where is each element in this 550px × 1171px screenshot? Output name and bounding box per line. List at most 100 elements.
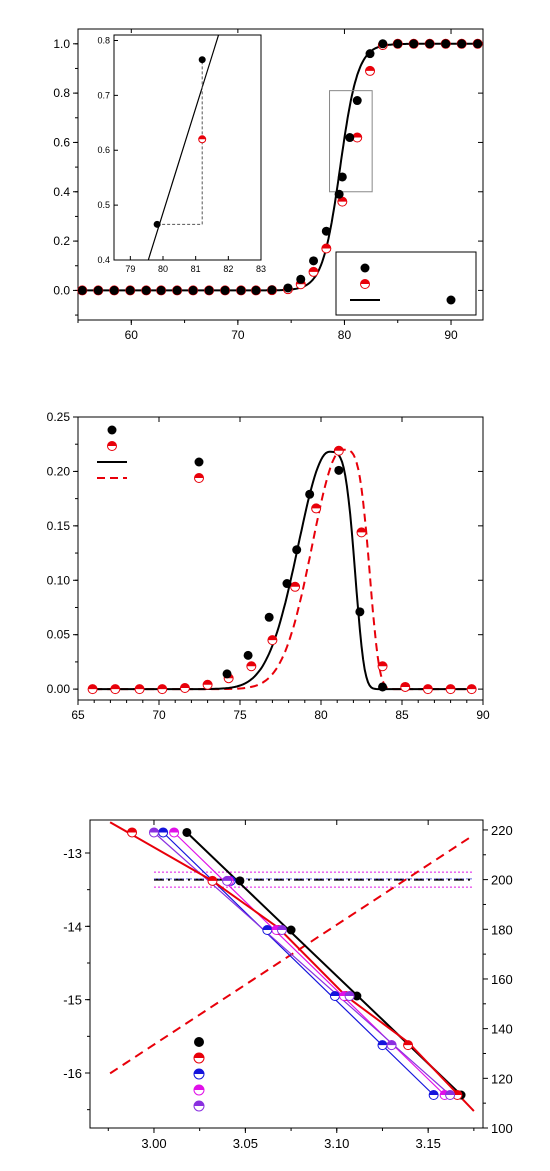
true-alpha-point xyxy=(378,39,388,49)
true-alpha-point xyxy=(296,274,306,284)
legend-b xyxy=(97,425,204,483)
delayed-rate-point xyxy=(400,681,411,692)
true-alpha-point xyxy=(109,285,119,295)
legend-marker-delayed-fit xyxy=(194,473,204,483)
marker-fill xyxy=(203,680,213,685)
marker-outline xyxy=(377,661,388,672)
marker-fill xyxy=(330,991,340,996)
marker-fill xyxy=(180,683,190,689)
delayed-rate-point xyxy=(87,684,98,695)
legend-marker xyxy=(193,1052,205,1064)
marker-fill xyxy=(467,684,477,690)
delayed-rate-point xyxy=(157,684,168,695)
true-alpha-point xyxy=(345,133,355,143)
x-tick-label: 85 xyxy=(395,708,409,722)
marker-outline xyxy=(321,243,332,254)
marker-outline xyxy=(194,473,204,483)
legend-box xyxy=(335,251,477,316)
marker-fill xyxy=(378,661,388,667)
marker-fill xyxy=(357,527,366,533)
marker-outline xyxy=(356,527,367,538)
marker-fill xyxy=(194,473,204,478)
inset-delayed-point xyxy=(198,135,207,144)
y-tick-label: 0.20 xyxy=(47,464,71,478)
inset-x-tick-label: 79 xyxy=(125,264,135,274)
true-rate-point xyxy=(305,489,315,499)
marker-fill xyxy=(149,827,159,833)
legend-marker-delayed xyxy=(107,441,117,451)
arrhenius-point xyxy=(452,1090,463,1100)
y-tick-label: 0.15 xyxy=(47,519,71,533)
marker-fill xyxy=(334,446,344,451)
arrhenius-point xyxy=(169,827,180,838)
marker-fill xyxy=(446,684,456,690)
true-alpha-point xyxy=(141,285,151,295)
delayed-rate-point xyxy=(377,661,388,672)
true-rate-point xyxy=(222,669,232,679)
arrhenius-point xyxy=(127,827,138,838)
marker-outline xyxy=(311,503,322,514)
legend-c xyxy=(193,1037,205,1112)
y-tick-label: 0.6 xyxy=(53,135,70,149)
inset-y-tick-label: 0.8 xyxy=(97,35,110,45)
true-rate-point xyxy=(292,545,302,555)
marker-outline xyxy=(87,684,98,695)
marker-fill xyxy=(360,279,370,284)
marker-outline xyxy=(107,441,117,451)
arrhenius-point xyxy=(344,991,355,1001)
jma-fit-delayed-line xyxy=(94,448,467,691)
delayed-rate-point xyxy=(246,661,257,672)
marker-outline xyxy=(179,683,190,694)
y-tick-label: 0.00 xyxy=(47,682,71,696)
y2-tick-label: 120 xyxy=(491,1071,513,1086)
marker-fill xyxy=(352,133,362,138)
plot-frame xyxy=(77,416,484,701)
true-alpha-point xyxy=(172,285,182,295)
marker-fill xyxy=(194,1053,204,1058)
x-tick-label: 3.15 xyxy=(416,1136,441,1151)
marker-fill xyxy=(429,1090,439,1095)
true-alpha-point xyxy=(188,285,198,295)
legend-marker xyxy=(193,1084,205,1096)
true-rate-point xyxy=(355,607,365,617)
legend-a xyxy=(335,251,477,316)
marker-outline xyxy=(157,684,168,695)
marker-fill xyxy=(88,684,98,690)
x-tick-label: 80 xyxy=(314,708,328,722)
marker-outline xyxy=(193,1100,205,1112)
x-tick-label: 70 xyxy=(152,708,166,722)
arrhenius-fit-line xyxy=(162,832,435,1096)
y-tick-label: 0.0 xyxy=(53,283,70,297)
marker-fill xyxy=(387,1040,397,1046)
marker-fill xyxy=(169,827,179,833)
y-tick-label: 0.05 xyxy=(47,628,71,642)
delayed-rate-point xyxy=(134,684,145,695)
marker-fill xyxy=(194,1101,204,1106)
marker-fill xyxy=(400,682,410,687)
true-rate-point xyxy=(282,579,292,589)
arrhenius-point xyxy=(276,925,287,935)
delayed-alpha-point xyxy=(352,132,363,143)
marker-outline xyxy=(110,684,121,695)
true-alpha-point xyxy=(93,285,103,295)
legend-marker xyxy=(193,1068,205,1080)
inset-frame xyxy=(113,34,262,261)
inset-y-tick-label: 0.4 xyxy=(97,255,110,265)
true-alpha-point xyxy=(283,283,293,293)
delayed-rate-point xyxy=(202,679,213,690)
true-alpha-point xyxy=(251,285,261,295)
delayed-rate-point xyxy=(290,581,301,592)
marker-outline xyxy=(333,445,344,456)
arrhenius-point xyxy=(377,1040,388,1051)
x-tick-label: 3.05 xyxy=(233,1136,258,1151)
y2-tick-label: 220 xyxy=(491,823,513,838)
inset-y-tick-label: 0.5 xyxy=(97,200,110,210)
x-tick-label: 60 xyxy=(125,328,139,342)
true-alpha-point xyxy=(321,226,331,236)
marker-fill xyxy=(377,1040,387,1046)
arrhenius-fit-line xyxy=(109,821,475,1112)
true-alpha-point xyxy=(334,189,344,199)
true-alpha-point xyxy=(204,285,214,295)
marker-outline xyxy=(134,684,145,695)
marker-outline xyxy=(222,875,233,886)
